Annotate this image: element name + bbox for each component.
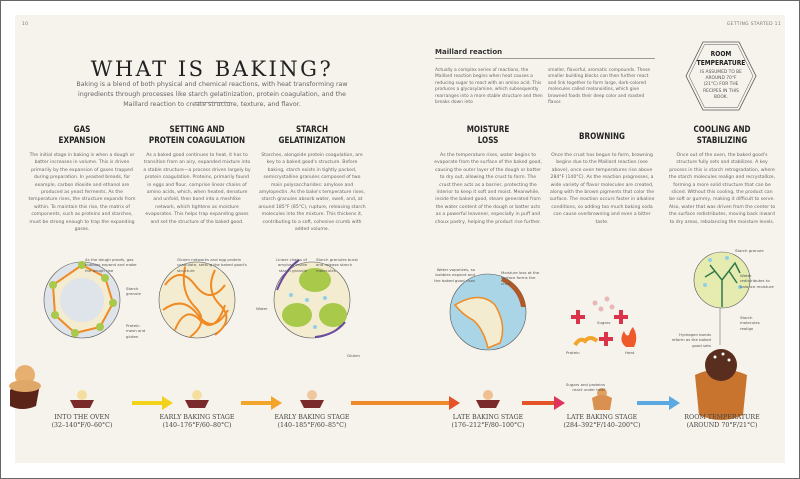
- section-heading: SETTING AND PROTEIN COAGULATION: [148, 125, 246, 146]
- arrow-3: [351, 396, 460, 410]
- label-granules-burst: Starch granules burst and release starch…: [316, 257, 358, 273]
- stage-name: EARLY BAKING STAGE: [159, 414, 235, 421]
- page-number-right: GETTING STARTED 11: [726, 22, 781, 27]
- arrow-5: [637, 396, 680, 410]
- stage-name: EARLY BAKING STAGE: [274, 414, 350, 421]
- label-heat: Heat: [625, 350, 635, 355]
- maillard-col2: smaller, flavorful, aromatic compounds. …: [548, 68, 651, 106]
- hexagon-frame: [685, 41, 757, 111]
- section-heading: MOISTURE LOSS: [466, 125, 510, 146]
- plus-icon: [614, 310, 628, 324]
- label-starch-granule: Starch granule: [126, 286, 141, 297]
- label-starch-granule-cooling: Starch granule: [735, 248, 764, 253]
- stage-label: EARLY BAKING STAGE (140–176°F/60–80°C): [142, 414, 252, 429]
- stage-name: LATE BAKING STAGE: [452, 414, 524, 421]
- stage-label: EARLY BAKING STAGE (140–185°F/60–85°C): [257, 414, 367, 429]
- browning-diagram: [571, 296, 637, 347]
- maillard-col1: Actually a complex series of reactions, …: [435, 68, 543, 106]
- moisture-loss-diagram: [449, 273, 527, 351]
- label-protein: Protein: [566, 350, 580, 355]
- stage-name: INTO THE OVEN: [54, 414, 110, 421]
- stage-label: INTO THE OVEN (32–140°F/0–60°C): [27, 414, 137, 429]
- stage-label: ROOM TEMPERATURE (AROUND 70°F/21°C): [667, 414, 777, 429]
- section-body: As the temperature rises, water begins t…: [434, 153, 542, 225]
- pastry-icon-4: [476, 390, 500, 408]
- label-moisture-loss: Moisture loss at the surface forms the c…: [501, 270, 540, 286]
- room-temp-text: IS ASSUMED TO BE AROUND 70°F (21°C) FOR …: [700, 70, 742, 100]
- protein-chain-icon: [573, 336, 599, 347]
- section-heading: GAS EXPANSION: [58, 125, 106, 146]
- section-body: Once out of the oven, the baked good's s…: [668, 153, 776, 225]
- maillard-rule: [435, 58, 655, 59]
- page-number-left: 10: [22, 22, 29, 27]
- arrow-2: [241, 396, 282, 410]
- section-heading: COOLING AND STABILIZING: [693, 125, 751, 146]
- pastry-icon-3: [300, 390, 324, 408]
- section-body: As a baked good continues to heat, it ha…: [143, 153, 251, 225]
- label-protein-mesh: Protein mesh and gluten: [126, 323, 146, 339]
- heat-flame-icon: [621, 327, 637, 347]
- starch-gelatinization-diagram: [273, 259, 351, 339]
- stage-name: LATE BAKING STAGE: [566, 414, 638, 421]
- section-heading: STARCH GELATINIZATION: [278, 125, 346, 146]
- label-water: Water: [256, 306, 268, 311]
- section-body: The initial stage in baking is when a do…: [28, 153, 136, 233]
- book-spread: 10 GETTING STARTED 11 WHAT IS BAKING? Ba…: [9, 15, 785, 463]
- pastry-icon-1: [70, 390, 94, 408]
- protein-coagulation-diagram: [158, 261, 236, 339]
- label-sugars: Sugars: [597, 320, 611, 325]
- diagrams: [9, 251, 751, 420]
- maillard-heading: Maillard reaction: [435, 48, 503, 56]
- arrow-4: [522, 396, 565, 410]
- arrow-1: [132, 396, 173, 410]
- stage-temp: (176–212°F/80–100°C): [451, 421, 525, 429]
- stage-temp: (AROUND 70°F/21°C): [686, 421, 758, 429]
- stage-name: ROOM TEMPERATURE: [684, 414, 760, 421]
- section-body: Once the crust has begun to form, browni…: [549, 153, 655, 225]
- label-sugars-proteins: Sugars and proteins react under heat: [565, 382, 605, 393]
- gas-expansion-diagram: [43, 261, 121, 339]
- pastry-icon-2: [185, 390, 209, 408]
- section-body: Starches, alongside protein coagulation,…: [258, 153, 366, 233]
- cooling-diagram: [693, 251, 751, 345]
- label-linear-chains: Linear chains of amylose inside starch g…: [276, 257, 307, 273]
- stage-temp: (140–176°F/60–80°C): [162, 421, 232, 429]
- label-gluten: Gluten: [347, 353, 360, 358]
- plus-icon: [571, 310, 585, 324]
- room-temp-title: ROOM TEMPERATURE: [696, 50, 746, 67]
- intro-text: Baking is a blend of both physical and c…: [76, 81, 348, 108]
- divider: [195, 102, 231, 103]
- stage-label: LATE BAKING STAGE (176–212°F/80–100°C): [433, 414, 543, 429]
- stage-label: LATE BAKING STAGE (284–392°F/140–200°C): [547, 414, 657, 429]
- label-hydrogen-bonds: Hydrogen bonds reform as the baked good …: [671, 332, 711, 348]
- cupcake-photo-left: [9, 365, 41, 409]
- stage-temp: (32–140°F/0–60°C): [51, 421, 113, 429]
- plus-icon: [599, 332, 613, 346]
- label-starch-realign: Starch molecules realign: [740, 315, 760, 331]
- stage-temp: (284–392°F/140–200°C): [563, 421, 641, 429]
- section-heading: BROWNING: [579, 132, 625, 142]
- label-water-vaporizes: Water vaporizes, so bubbles expand and t…: [434, 267, 475, 283]
- label-water-redistributes: Water redistributes to balance moisture: [740, 273, 774, 289]
- choux-photo-right: [695, 349, 747, 420]
- label-gas-bubbles: As the dough proofs, gas bubbles expand …: [85, 257, 137, 273]
- page-title: WHAT IS BAKING?: [90, 57, 334, 81]
- pastry-icon-5: [592, 388, 612, 410]
- label-gluten-networks: Gluten networks and egg protein coagulat…: [177, 257, 247, 273]
- stage-temp: (140–185°F/60–85°C): [277, 421, 347, 429]
